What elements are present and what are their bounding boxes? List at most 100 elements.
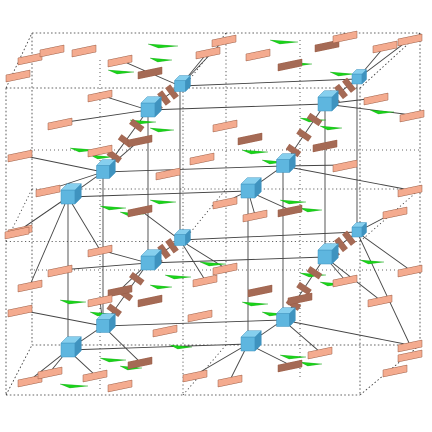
linker-plate xyxy=(213,120,237,132)
metal-node xyxy=(352,227,362,237)
metal-node xyxy=(277,314,290,327)
green-spike xyxy=(280,355,306,359)
linker-plate xyxy=(398,340,422,352)
metal-node xyxy=(318,250,332,264)
linker-plate xyxy=(398,350,422,362)
linker-plate xyxy=(193,275,217,287)
metal-node xyxy=(61,190,75,204)
linker-plate xyxy=(6,70,30,82)
bond-line xyxy=(103,166,283,172)
green-spike xyxy=(165,275,191,279)
linker-plate xyxy=(218,375,242,387)
linker-plate xyxy=(364,93,388,105)
bond-line xyxy=(283,320,410,345)
linker-plate xyxy=(246,49,270,61)
bond-line xyxy=(20,155,103,172)
linker-plate xyxy=(38,367,62,379)
linker-plate xyxy=(108,380,132,392)
green-spike xyxy=(242,150,268,154)
linker-plate xyxy=(72,45,96,57)
linker-plate xyxy=(398,34,422,46)
bond-line xyxy=(68,191,248,197)
linker-plate xyxy=(138,295,162,307)
bond-line xyxy=(148,104,325,110)
bond-line xyxy=(180,232,357,240)
linker-plate xyxy=(398,185,422,197)
green-spike xyxy=(150,58,172,62)
metal-node xyxy=(97,320,110,333)
bond-line xyxy=(68,197,100,250)
linker-plate xyxy=(18,280,42,292)
metal-node xyxy=(97,166,110,179)
linker-plate xyxy=(383,207,407,219)
linker-plate xyxy=(238,133,262,145)
linker-plate xyxy=(278,360,302,372)
linker-plate xyxy=(108,55,132,67)
linker-plate xyxy=(88,245,112,257)
green-spike xyxy=(300,362,322,366)
metal-nodes xyxy=(61,70,367,358)
linker-plate xyxy=(83,370,107,382)
linker-plate xyxy=(212,35,236,47)
green-spike xyxy=(150,128,174,132)
metal-node xyxy=(141,256,155,270)
bond-line xyxy=(357,232,410,270)
linker-plate xyxy=(248,285,272,297)
bond-line xyxy=(283,166,410,190)
green-spike xyxy=(148,44,178,48)
green-spike xyxy=(108,70,134,74)
linker-plate xyxy=(297,129,312,142)
metal-node xyxy=(277,160,290,173)
green-spike xyxy=(100,358,126,362)
metal-node xyxy=(241,337,255,351)
green-spike xyxy=(60,384,88,388)
metal-node xyxy=(175,81,186,92)
green-spike xyxy=(150,285,172,289)
green-spike xyxy=(300,208,322,212)
linker-plate xyxy=(8,305,32,317)
cell-divider xyxy=(183,345,226,395)
linker-plate xyxy=(188,310,212,322)
linker-plate xyxy=(333,275,357,287)
green-spike xyxy=(370,110,394,114)
bond-line xyxy=(180,240,205,280)
bond-line xyxy=(148,257,325,263)
linker-plate xyxy=(398,265,422,277)
linker-plate xyxy=(40,45,64,57)
linker-plate xyxy=(383,365,407,377)
linker-plate xyxy=(48,118,72,130)
bond-line xyxy=(60,263,148,270)
green-spike xyxy=(280,200,306,204)
linker-plate xyxy=(278,59,302,71)
cell-edge xyxy=(6,345,32,395)
green-spike xyxy=(100,206,126,210)
bond-line xyxy=(325,104,412,115)
green-spike xyxy=(200,262,226,266)
green-spike xyxy=(60,300,86,304)
linker-plate xyxy=(153,325,177,337)
linker-plate xyxy=(400,110,424,122)
metal-node xyxy=(175,235,186,246)
linker-plate xyxy=(333,160,357,172)
bond-line xyxy=(180,79,357,86)
linker-plate xyxy=(183,370,207,382)
metal-node xyxy=(352,74,362,84)
green-spike xyxy=(330,72,354,76)
linker-plate xyxy=(307,266,322,279)
linker-plate xyxy=(368,295,392,307)
linker-plate xyxy=(18,53,42,65)
metal-node xyxy=(141,103,155,117)
linker-plate xyxy=(190,153,214,165)
linker-plate xyxy=(128,357,152,369)
linker-plate xyxy=(138,67,162,79)
linker-plate xyxy=(297,282,312,295)
linker-plate xyxy=(243,210,267,222)
green-spike xyxy=(150,200,176,204)
metal-node xyxy=(318,97,332,111)
green-spike xyxy=(320,126,342,130)
linker-plate xyxy=(307,113,322,126)
green-spike xyxy=(360,260,384,264)
metal-node xyxy=(241,184,255,198)
linker-plate xyxy=(278,205,302,217)
